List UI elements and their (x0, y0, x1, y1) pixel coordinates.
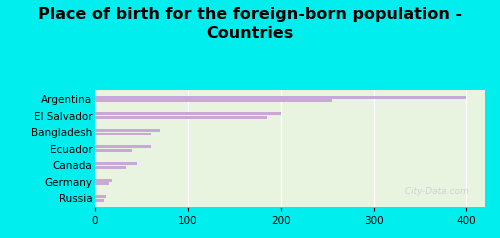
Bar (95, 133, 150, 135)
Bar (95, 199, 104, 202)
Bar (95, 129, 160, 132)
Bar (95, 116, 267, 119)
Bar (95, 112, 280, 115)
Bar (95, 145, 150, 149)
Bar (95, 182, 109, 185)
Bar (95, 178, 112, 182)
Text: City-Data.com: City-Data.com (399, 187, 469, 196)
Bar (95, 166, 126, 169)
Text: Place of birth for the foreign-born population -
Countries: Place of birth for the foreign-born popu… (38, 7, 462, 41)
Bar (95, 162, 137, 165)
Bar (95, 149, 132, 152)
Bar (95, 96, 467, 99)
Bar (95, 99, 332, 102)
Bar (95, 195, 106, 198)
